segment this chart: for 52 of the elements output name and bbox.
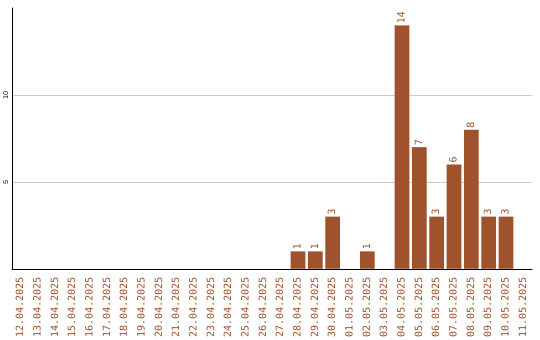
x-tick-label: 14.04.2025 bbox=[50, 276, 61, 338]
x-tick-label: 23.04.2025 bbox=[206, 276, 217, 338]
bar bbox=[394, 25, 410, 269]
x-tick-label: 17.04.2025 bbox=[102, 276, 113, 338]
x-tick-label: 27.04.2025 bbox=[275, 276, 286, 338]
x-tick-label: 18.04.2025 bbox=[119, 276, 130, 338]
x-tick-label: 16.04.2025 bbox=[84, 276, 96, 338]
bar bbox=[498, 216, 514, 269]
x-tick-label: 24.04.2025 bbox=[223, 276, 234, 338]
bar bbox=[325, 216, 340, 269]
x-tick-label: 10.05.2025 bbox=[500, 276, 512, 338]
data-label: 1 bbox=[310, 243, 321, 250]
x-tick-label: 26.04.2025 bbox=[258, 276, 269, 338]
x-tick-label: 29.04.2025 bbox=[310, 276, 321, 338]
bar bbox=[412, 147, 427, 269]
x-tick-label: 08.05.2025 bbox=[466, 276, 477, 338]
x-tick-label: 25.04.2025 bbox=[240, 276, 252, 338]
x-tick-label: 15.04.2025 bbox=[67, 276, 78, 338]
data-label: 8 bbox=[466, 122, 477, 128]
x-tick-label: 05.05.2025 bbox=[414, 276, 425, 338]
data-label: 3 bbox=[483, 208, 494, 215]
x-tick-label: 09.05.2025 bbox=[483, 276, 494, 338]
bar bbox=[464, 130, 479, 269]
x-tick-label: 01.05.2025 bbox=[344, 276, 356, 338]
x-tick-label: 22.04.2025 bbox=[188, 276, 200, 338]
bar bbox=[360, 251, 375, 269]
x-tick-label: 07.05.2025 bbox=[448, 276, 460, 338]
x-tick-label: 20.04.2025 bbox=[154, 276, 165, 338]
x-tick-label: 19.04.2025 bbox=[136, 276, 148, 338]
bar bbox=[481, 216, 496, 269]
bar bbox=[308, 251, 323, 269]
x-tick-label: 28.04.2025 bbox=[292, 276, 304, 338]
x-tick-label: 30.04.2025 bbox=[327, 276, 338, 338]
x-tick-label: 04.05.2025 bbox=[396, 276, 408, 338]
data-label: 1 bbox=[292, 243, 304, 250]
x-tick-label: 02.05.2025 bbox=[362, 276, 373, 338]
data-label: 3 bbox=[431, 208, 442, 215]
data-label: 14 bbox=[396, 11, 408, 24]
bar bbox=[429, 216, 444, 269]
data-label: 3 bbox=[500, 208, 512, 215]
x-tick-label: 11.05.2025 bbox=[518, 276, 529, 338]
x-tick-label: 06.05.2025 bbox=[431, 276, 442, 338]
x-tick-label: 13.04.2025 bbox=[32, 276, 44, 338]
data-label: 1 bbox=[362, 243, 373, 250]
x-tick-label: 12.04.2025 bbox=[15, 276, 26, 338]
data-label: 7 bbox=[414, 139, 425, 146]
bar bbox=[446, 164, 462, 269]
x-tick-label: 21.04.2025 bbox=[171, 276, 182, 338]
x-tick-label: 03.05.2025 bbox=[379, 276, 390, 338]
data-label: 6 bbox=[448, 156, 460, 162]
data-label: 3 bbox=[327, 208, 338, 215]
bar bbox=[290, 251, 306, 269]
